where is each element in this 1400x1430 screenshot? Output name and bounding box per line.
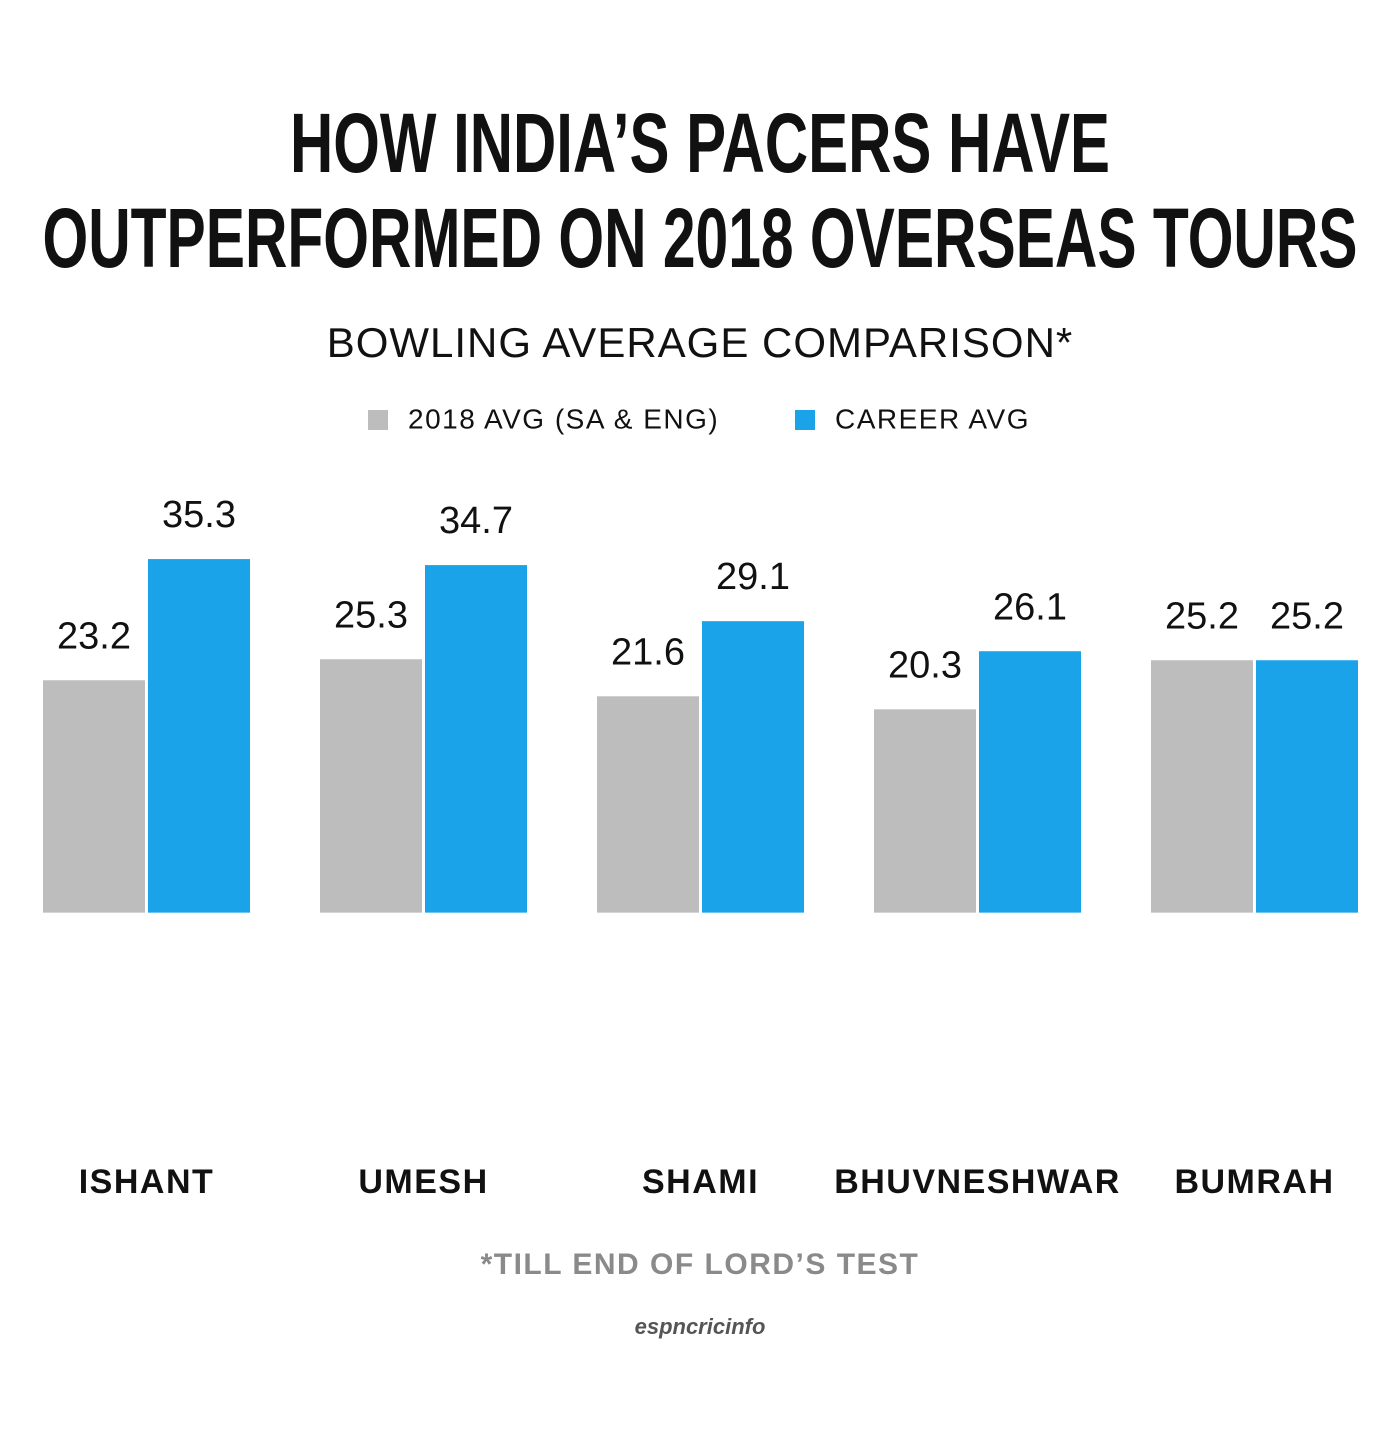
footnote: *TILL END OF LORD’S TEST (481, 1248, 920, 1281)
value-label: 35.3 (162, 494, 236, 536)
legend-swatch (368, 410, 388, 430)
legend-label: CAREER AVG (835, 403, 1030, 434)
bar (702, 621, 804, 913)
value-label: 20.3 (888, 644, 962, 686)
x-tick-label: ISHANT (79, 1163, 215, 1201)
bar (425, 565, 527, 913)
x-tick-label: UMESH (358, 1163, 488, 1201)
bar (1151, 660, 1253, 913)
x-tick-label: BUMRAH (1174, 1163, 1334, 1201)
source: espncricinfo (635, 1314, 766, 1339)
value-label: 25.3 (334, 594, 408, 636)
x-tick-label: SHAMI (642, 1163, 759, 1201)
legend-swatch (795, 410, 815, 430)
x-tick-label: BHUVNESHWAR (834, 1163, 1121, 1201)
value-label: 25.2 (1270, 595, 1344, 637)
bar (1256, 660, 1358, 913)
legend-label: 2018 AVG (SA & ENG) (408, 403, 719, 434)
bar (874, 709, 976, 913)
bar (43, 680, 145, 913)
bar (320, 659, 422, 913)
value-label: 34.7 (439, 500, 513, 542)
value-label: 29.1 (716, 556, 790, 598)
value-label: 26.1 (993, 586, 1067, 628)
value-label: 23.2 (57, 615, 131, 657)
chart-title: OUTPERFORMED ON 2018 OVERSEAS TOURS (43, 191, 1358, 285)
chart-subtitle: BOWLING AVERAGE COMPARISON* (327, 319, 1074, 366)
bar (979, 651, 1081, 913)
bar (148, 559, 250, 913)
bar (597, 696, 699, 913)
value-label: 21.6 (611, 631, 685, 673)
value-label: 25.2 (1165, 595, 1239, 637)
chart-title: HOW INDIA’S PACERS HAVE (290, 96, 1110, 190)
